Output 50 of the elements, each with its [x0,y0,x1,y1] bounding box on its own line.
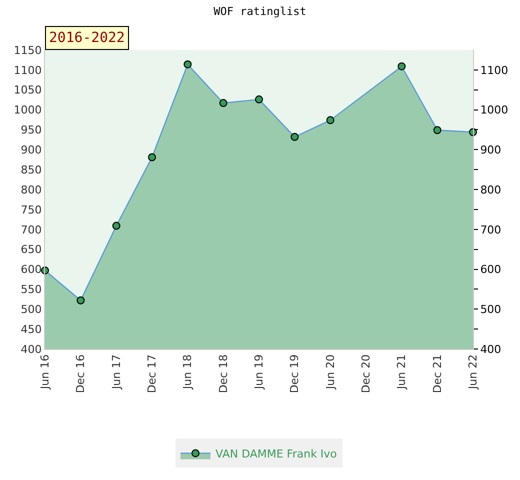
y-tick-label: 750 [20,203,42,216]
y-tick-label: 700 [20,223,42,236]
y-tick-label: 600 [20,263,42,276]
y-tick-label: 450 [20,322,42,336]
point [326,116,334,124]
x-tick-label: Dec 19 [288,354,302,394]
x-tick-label: Dec 18 [216,354,230,394]
y2-tick-label: 500 [480,302,502,316]
x-tick-label: Dec 16 [74,354,88,394]
x-tick-label: Jun 19 [252,354,266,390]
y-tick-label: 550 [20,283,42,296]
x-tick-label: Dec 20 [360,354,373,394]
point [76,296,85,304]
point [148,153,156,162]
y-tick-label: 650 [20,243,42,256]
y-tick-label: 400 [20,342,42,356]
y2-tick-label: 800 [480,183,502,196]
x-tick-label: Jun 20 [324,354,337,390]
y-tick-label: 800 [20,183,42,196]
y2-tick-label: 1100 [480,64,508,77]
point [219,99,228,108]
y-tick-label: 1150 [14,44,42,57]
y-tick-label: 500 [20,302,42,316]
x-tick-label: Jun 22 [466,354,480,390]
point [255,95,263,104]
y-tick-label: 1050 [14,84,42,97]
point [112,222,120,230]
y2-tick-label: 700 [480,223,502,236]
y-tick-label: 1100 [14,64,42,77]
x-tick-label: Jun 16 [38,354,52,390]
x-tick-label: Jun 18 [181,354,194,390]
y-tick-label: 850 [20,163,42,176]
point [433,126,442,134]
y-tick-label: 900 [20,144,42,157]
x-tick-label: Jun 21 [395,354,408,390]
y-tick-label: 950 [20,124,42,137]
x-tick-label: Dec 21 [430,354,444,394]
y-tick-label: 1000 [14,104,42,117]
point [184,60,192,68]
text: 2016-2022 [49,30,125,46]
legend-label: VAN DAMME Frank Ivo [216,447,338,460]
point [398,62,406,70]
point [290,132,299,141]
x-tick-label: Jun 17 [110,354,123,390]
y2-tick-label: 600 [480,263,502,276]
chart-title: WOF ratinglist [214,4,306,18]
y2-tick-label: 400 [480,342,502,356]
y2-tick-label: 1000 [480,104,508,117]
x-tick-label: Dec 17 [146,354,159,394]
y2-tick-label: 900 [480,144,502,157]
